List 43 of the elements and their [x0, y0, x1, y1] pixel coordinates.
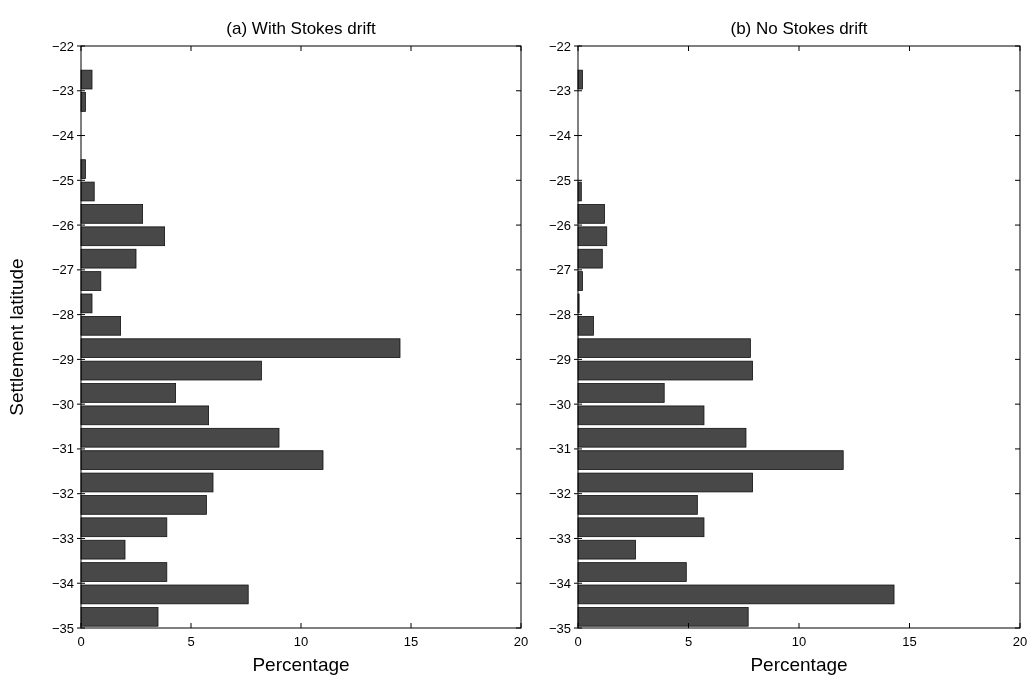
- y-tick-label: −26: [548, 217, 571, 233]
- y-tick-label: −32: [51, 486, 74, 502]
- y-tick-label: −30: [548, 396, 571, 412]
- y-tick-label: −32: [548, 486, 571, 502]
- y-tick-label: −24: [51, 128, 74, 144]
- y-tick-label: −34: [51, 575, 74, 591]
- y-tick-label: −31: [51, 441, 74, 457]
- y-tick-label: −25: [548, 172, 571, 188]
- y-tick-label: −23: [548, 83, 571, 99]
- x-tick-label: 10: [791, 634, 807, 649]
- y-tick-label: −35: [548, 620, 571, 636]
- y-tick-label: −23: [51, 83, 74, 99]
- y-tick-label: −33: [51, 531, 74, 547]
- y-tick-label: −27: [548, 262, 571, 278]
- y-tick-label: −35: [51, 620, 74, 636]
- x-axis-title: Percentage: [252, 654, 350, 675]
- x-tick-label: 15: [902, 634, 917, 649]
- y-tick-label: −22: [548, 38, 571, 54]
- x-tick-label: 20: [1012, 634, 1028, 649]
- x-tick-label: 10: [293, 634, 309, 649]
- chart-title: (b) No Stokes drift: [730, 19, 868, 38]
- y-tick-label: −31: [548, 441, 571, 457]
- x-tick-label: 5: [684, 634, 693, 649]
- x-tick-label: 15: [403, 634, 419, 649]
- y-axis-title: Settlement latitude: [6, 258, 27, 416]
- y-tick-label: −24: [548, 128, 571, 144]
- y-tick-label: −22: [51, 38, 74, 54]
- x-tick-label: 0: [574, 634, 582, 649]
- y-tick-label: −28: [548, 307, 571, 323]
- y-tick-label: −28: [51, 307, 74, 323]
- y-tick-label: −29: [51, 351, 74, 367]
- x-tick-label: 0: [77, 634, 85, 649]
- x-tick-label: 5: [187, 634, 195, 649]
- y-tick-label: −34: [548, 575, 571, 591]
- y-tick-label: −29: [548, 351, 571, 367]
- x-axis-title: Percentage: [750, 654, 848, 675]
- y-tick-label: −33: [548, 531, 571, 547]
- y-tick-label: −26: [51, 217, 74, 233]
- y-tick-label: −30: [51, 396, 74, 412]
- y-tick-label: −27: [51, 262, 74, 278]
- y-tick-label: −25: [51, 172, 74, 188]
- x-tick-label: 20: [513, 634, 529, 649]
- chart-title: (a) With Stokes drift: [226, 19, 376, 38]
